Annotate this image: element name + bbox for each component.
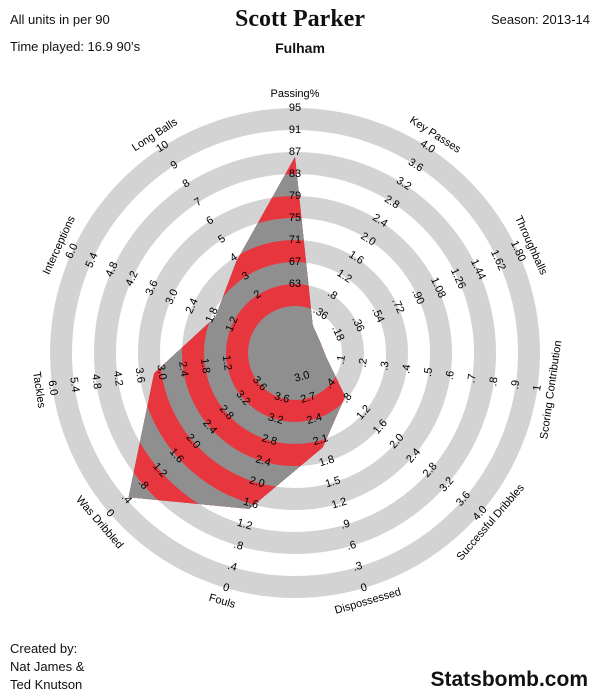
axis-tick-label: 2.7 — [299, 390, 317, 406]
credits-line: Nat James & — [10, 659, 85, 674]
credits: Created by: Nat James & Ted Knutson — [10, 640, 84, 694]
axis-tick-label: 2.4 — [254, 453, 272, 469]
axis-tick-label: 2 — [252, 288, 264, 301]
axis-tick-label: 1.6 — [242, 496, 260, 512]
axis-tick-label: 2.0 — [248, 475, 266, 491]
axis-tick-label: 4.2 — [123, 269, 140, 288]
axis-tick-label: 10 — [154, 138, 171, 155]
axis-tick-label: 3.6 — [143, 278, 160, 297]
axis-tick-label: 3 — [240, 270, 252, 283]
axis-tick-label: 3.6 — [133, 367, 147, 384]
axis-tick-label: .7 — [465, 373, 478, 384]
axis-tick-label: .36 — [349, 315, 366, 334]
axis-tick-label: 1.8 — [198, 358, 212, 375]
axis-tick-label: .3 — [352, 560, 364, 574]
axis-tick-label: 5.4 — [83, 251, 100, 270]
axis-tick-label: 63 — [289, 278, 301, 290]
axis-tick-label: .1 — [335, 354, 348, 365]
axis-tick-label: 6.0 — [63, 242, 80, 261]
axis-tick-label: .6 — [444, 370, 457, 381]
axis-tick-label: 67 — [289, 256, 301, 268]
axis-tick-label: 9 — [169, 159, 181, 172]
radar-ring — [50, 108, 540, 598]
axis-tick-label: .18 — [329, 324, 346, 343]
axis-tick-label: 3.0 — [154, 364, 168, 381]
axis-tick-label: 75 — [289, 212, 301, 224]
axis-tick-label: .4 — [400, 364, 413, 375]
brand-watermark: Statsbomb.com — [430, 668, 588, 691]
axis-tick-label: 1.2 — [224, 315, 241, 334]
axis-tick-label: 5.4 — [67, 376, 81, 393]
axis-tick-label: 1.5 — [324, 475, 342, 491]
axis-tick-label: 2.1 — [312, 432, 330, 448]
axis-tick-label: 87 — [289, 146, 301, 158]
axis-tick-label: .2 — [357, 357, 370, 368]
axis-tick-label: 4.2 — [111, 370, 125, 387]
axis-tick-label: .9 — [339, 518, 351, 532]
axis-tick-label: 83 — [289, 168, 301, 180]
axis-tick-label: 3.6 — [273, 390, 291, 406]
axis-tick-label: 1 — [531, 384, 544, 392]
axis-tick-label: 4.8 — [103, 260, 120, 279]
axis-tick-label: 95 — [289, 102, 301, 114]
axis-tick-label: 1.2 — [236, 517, 254, 533]
credits-line: Ted Knutson — [10, 677, 83, 692]
axis-tick-label: .54 — [369, 306, 386, 325]
axis-tick-label: .5 — [422, 367, 435, 378]
axis-tick-label: .90 — [409, 287, 426, 306]
axis-tick-label: 7 — [192, 196, 204, 209]
credits-line: Created by: — [10, 641, 78, 656]
axis-tick-label: 2.8 — [260, 432, 278, 448]
axis-tick-label: 0 — [359, 581, 368, 594]
axis-tick-label: 1.8 — [318, 453, 336, 469]
axis-tick-label: 3.2 — [267, 411, 285, 427]
axis-tick-label: 2.4 — [183, 297, 200, 316]
axis-tick-label: 3.0 — [163, 287, 180, 306]
axis-tick-label: .72 — [389, 297, 406, 316]
axis-tick-label: .9 — [509, 379, 522, 390]
units-note: All units in per 90 — [10, 12, 110, 27]
axis-tick-label: .6 — [346, 539, 358, 553]
axis-label: Passing% — [271, 88, 320, 100]
axis-tick-label: 79 — [289, 190, 301, 202]
axis-tick-label: 6.0 — [46, 379, 60, 396]
axis-tick-label: 0 — [221, 581, 230, 594]
axis-tick-label: 71 — [289, 234, 301, 246]
axis-tick-label: 91 — [289, 124, 301, 136]
axis-tick-label: 4 — [228, 251, 240, 264]
axis-tick-label: 8 — [180, 177, 192, 190]
team-name: Fulham — [275, 40, 325, 56]
season-label: Season: 2013-14 — [490, 12, 590, 27]
axis-label: Tackles — [30, 371, 47, 410]
axis-label: Fouls — [207, 592, 237, 611]
axis-tick-label: .4 — [226, 560, 238, 574]
time-played: Time played: 16.9 90’s — [10, 39, 141, 54]
chart-title: Scott Parker — [235, 6, 365, 32]
axis-tick-label: 4.8 — [89, 373, 103, 390]
axis-tick-label: .8 — [487, 376, 500, 387]
axis-tick-label: 1.2 — [220, 354, 234, 371]
axis-tick-label: 6 — [204, 214, 216, 227]
axis-tick-label: 1.8 — [203, 306, 220, 325]
axis-tick-label: .3 — [378, 361, 391, 372]
axis-tick-label: 5 — [216, 233, 228, 246]
axis-tick-label: 2.4 — [305, 411, 323, 427]
axis-tick-label: 2.4 — [176, 361, 190, 378]
radar-shape-core — [270, 328, 320, 378]
axis-tick-label: 3.0 — [293, 369, 311, 385]
axis-tick-label: .8 — [232, 539, 244, 553]
axis-tick-label: 1.2 — [330, 496, 348, 512]
